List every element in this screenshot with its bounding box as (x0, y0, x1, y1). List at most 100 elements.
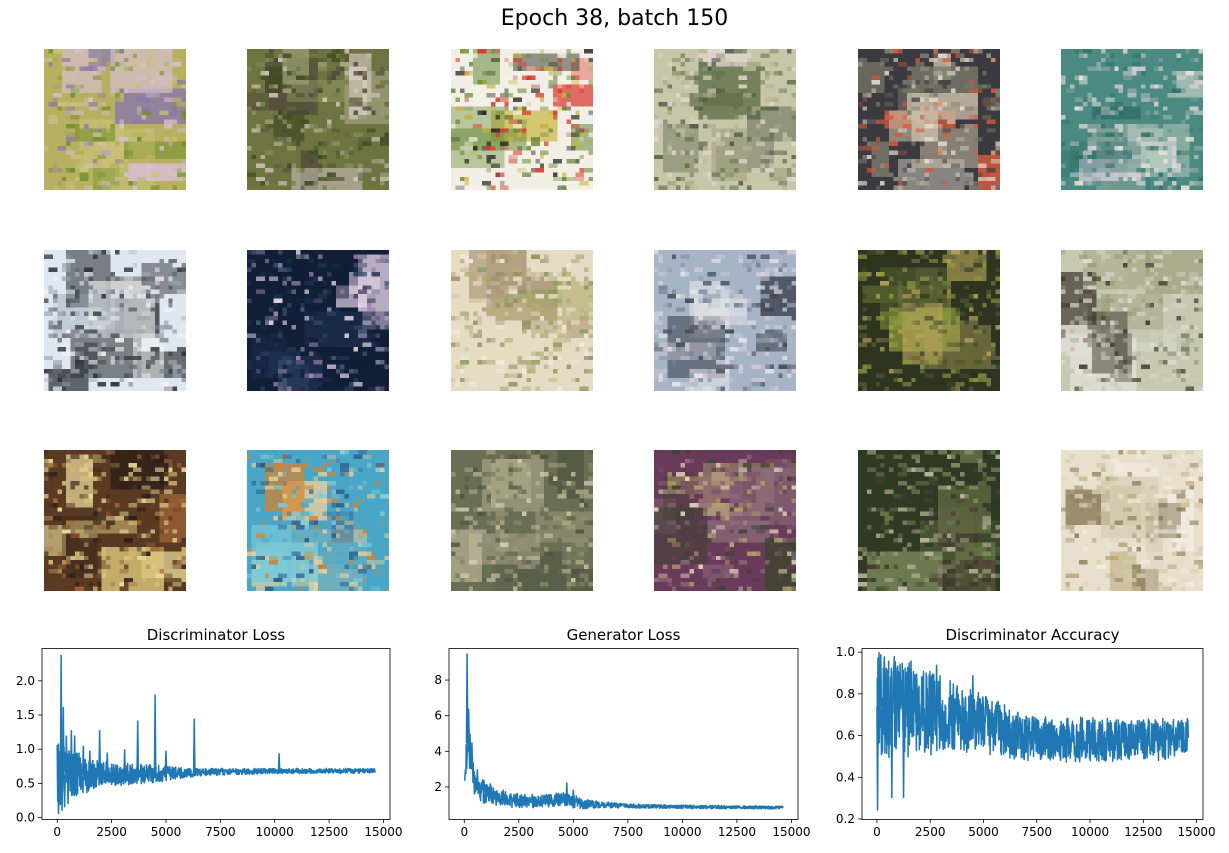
y-tick-label: 1.0 (836, 645, 855, 659)
y-tick-label: 0.2 (836, 812, 855, 826)
y-tick-label: 1.5 (16, 708, 35, 722)
generated-sample-image (1061, 450, 1203, 591)
plot-title: Discriminator Accuracy (945, 626, 1120, 644)
generated-sample-image (654, 49, 796, 190)
x-tick-label: 10000 (663, 825, 701, 839)
series-spike (882, 656, 886, 707)
series-spike (890, 706, 894, 799)
series-spike (57, 775, 60, 815)
series-spike (88, 750, 92, 775)
axes-frame (41, 648, 391, 820)
discriminator-loss-plot: 0 2500 5000 7500 10000 12500 15000 0.0 0.5 1.0 1.5… (16, 648, 403, 839)
generated-sample-image (858, 250, 1000, 391)
series-line (56, 743, 376, 806)
x-tick-label: 2500 (96, 825, 127, 839)
series-spike (114, 764, 118, 775)
x-tick-label: 2500 (915, 825, 946, 839)
y-tick-label: 1.0 (16, 742, 35, 756)
generated-sample-image (1061, 49, 1203, 190)
y-tick-label: 0.6 (836, 729, 855, 743)
x-tick-label: 10000 (256, 825, 294, 839)
generated-sample-image (654, 250, 796, 391)
series-spike (935, 664, 938, 714)
x-tick-label: 12500 (310, 825, 348, 839)
x-tick-label: 0 (53, 825, 61, 839)
series-spike (98, 730, 102, 775)
plot-title: Generator Loss (566, 626, 681, 644)
series-spike (192, 718, 196, 773)
series-spike (475, 769, 479, 789)
series-line (876, 655, 1190, 763)
x-tick-label: 7500 (205, 825, 236, 839)
series-spike (59, 654, 63, 776)
series-spike (63, 775, 67, 808)
y-tick-label: 2 (434, 780, 442, 794)
series-spike (105, 752, 109, 775)
generated-sample-image (1061, 250, 1203, 391)
series-spike (142, 773, 146, 784)
generated-sample-image (858, 450, 1000, 591)
generated-sample-image (247, 250, 389, 391)
y-tick-label: 0.4 (836, 770, 855, 784)
figure-title: Epoch 38, batch 150 (500, 6, 729, 31)
series-spike (277, 753, 281, 772)
x-tick-label: 12500 (718, 825, 756, 839)
series-spike (60, 775, 64, 811)
generated-sample-image (44, 450, 186, 591)
series-spike (565, 782, 569, 801)
series-spike (153, 694, 157, 774)
x-tick-label: 2500 (504, 825, 535, 839)
generated-sample-image (654, 450, 796, 591)
x-tick-label: 15000 (772, 825, 810, 839)
series-spike (971, 675, 975, 721)
series-spike (64, 735, 68, 776)
y-tick-label: 0.0 (16, 811, 35, 825)
series-spike (877, 652, 881, 707)
series-spike (77, 752, 81, 775)
x-tick-label: 10000 (1071, 825, 1109, 839)
series-spike (112, 773, 116, 783)
series-spike (467, 708, 471, 746)
series-spike (876, 706, 879, 811)
series-spike (571, 789, 575, 802)
generated-sample-image (247, 49, 389, 190)
series-spike (73, 735, 77, 775)
y-tick-label: 4 (434, 744, 442, 758)
x-tick-label: 0 (873, 825, 881, 839)
series-spike (61, 706, 65, 776)
axes-frame (861, 648, 1204, 820)
generated-sample-image (451, 250, 593, 391)
generated-sample-image (44, 250, 186, 391)
series-spike (66, 775, 70, 804)
generator-loss-plot: 0 2500 5000 7500 10000 12500 15000 2 4 6 8 (434, 648, 811, 839)
generated-sample-image (451, 49, 593, 190)
x-tick-label: 7500 (613, 825, 644, 839)
series-spike (69, 730, 73, 776)
plot-title: Discriminator Loss (146, 626, 286, 644)
series-spike (92, 774, 96, 781)
y-tick-label: 2.0 (16, 674, 35, 688)
generated-sample-image (858, 49, 1000, 190)
axes-frame (448, 648, 799, 820)
x-tick-label: 7500 (1021, 825, 1052, 839)
series-spike (465, 653, 469, 744)
series-spike (909, 660, 913, 710)
series-spike (123, 749, 127, 774)
x-tick-label: 15000 (1178, 825, 1216, 839)
y-tick-label: 8 (434, 673, 442, 687)
series-spike (468, 733, 472, 756)
generated-sample-image (44, 49, 186, 190)
y-tick-label: 6 (434, 709, 442, 723)
discriminator-accuracy-plot: 0 2500 5000 7500 10000 12500 15000 0.2 0.4 0.6 0.8… (836, 645, 1216, 839)
x-tick-label: 0 (460, 825, 468, 839)
y-tick-label: 0.5 (16, 776, 35, 790)
series-spike (472, 770, 476, 781)
y-tick-label: 0.8 (836, 687, 855, 701)
series-spike (470, 742, 474, 769)
x-tick-label: 5000 (968, 825, 999, 839)
series-spike (902, 708, 905, 799)
series-spike (81, 745, 85, 775)
series-spike (879, 654, 883, 707)
series-spike (482, 779, 486, 793)
x-tick-label: 5000 (151, 825, 182, 839)
